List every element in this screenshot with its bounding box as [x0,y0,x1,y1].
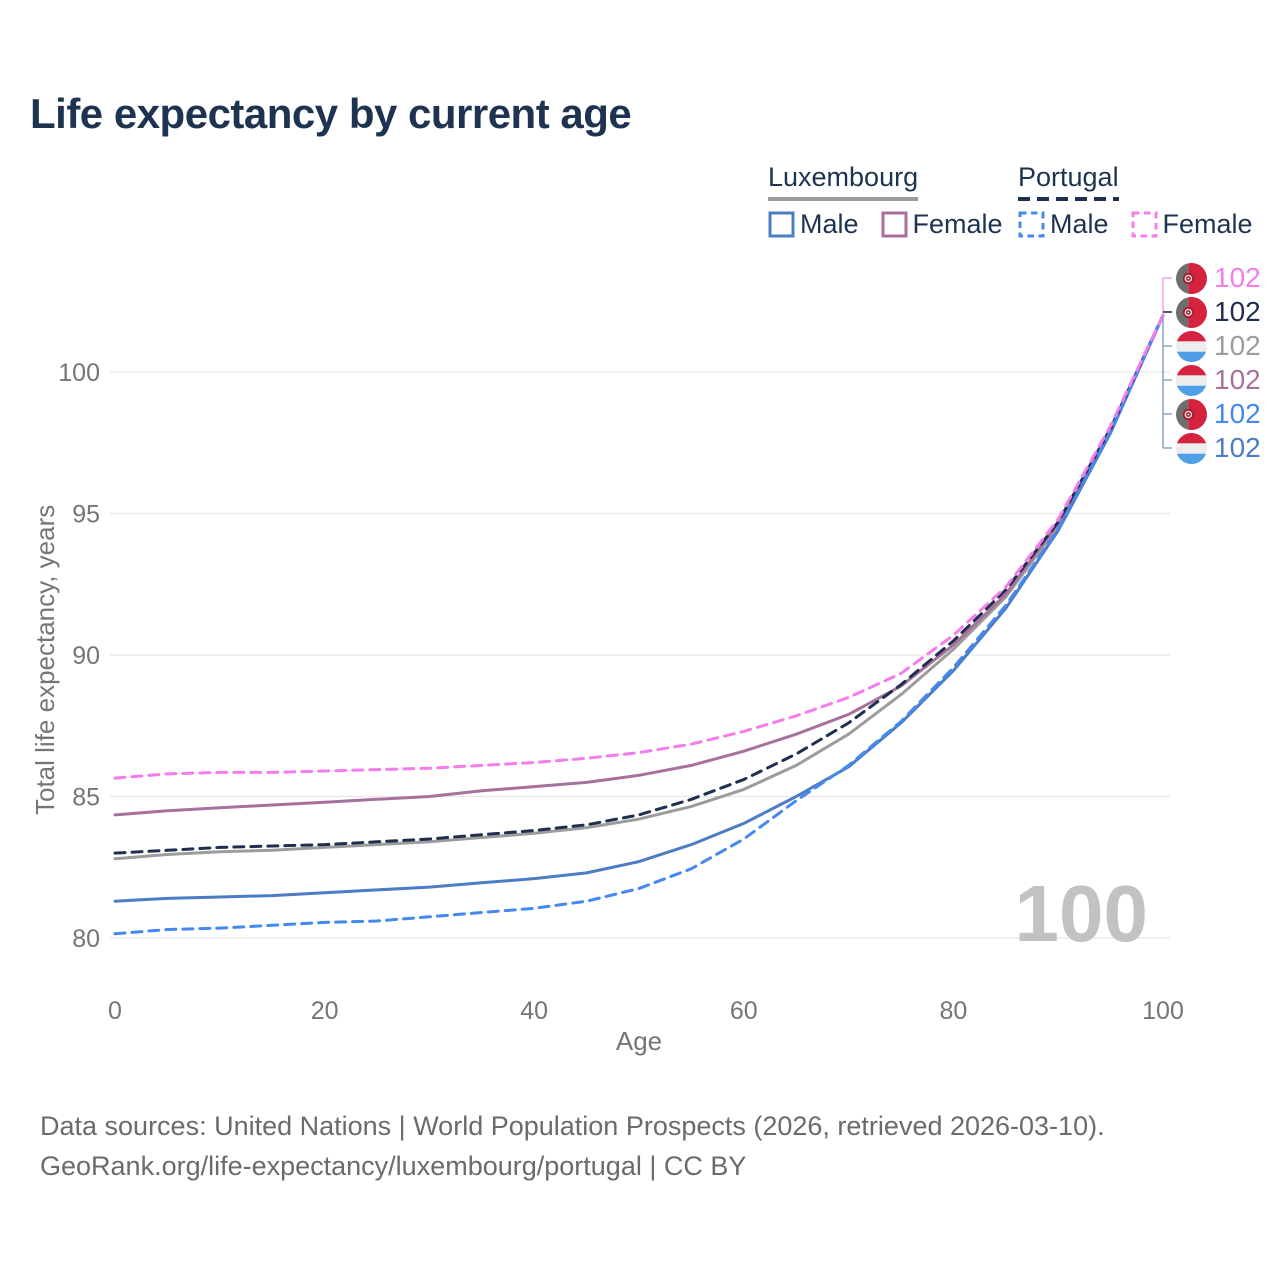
legend-item-portugal-female[interactable]: Female [1131,209,1253,240]
end-label-row-portugal-female: 102 [1176,261,1261,295]
series-line-luxembourg [113,313,1165,861]
legend-item-label: Male [1050,209,1109,239]
portugal-flag-icon [1176,262,1207,294]
y-axis-tick-label: 95 [72,501,100,529]
x-axis-title: Age [616,1026,662,1056]
chart-title: Life expectancy by current age [30,90,632,137]
legend-item-label: Female [1162,209,1253,239]
end-label-value: 102 [1214,262,1261,293]
portugal-flag-icon [1176,296,1207,328]
end-label-row-portugal-male: 102 [1176,397,1261,431]
label-connector-pink [1162,277,1172,316]
x-axis-tick-label: 100 [1142,997,1184,1025]
series-line-portugal-female [113,313,1165,780]
attribution-text: GeoRank.org/life-expectancy/luxembourg/p… [40,1151,747,1181]
series-line-luxembourg-male [113,313,1165,903]
legend-item-portugal-male[interactable]: Male [1018,209,1109,240]
x-axis-tick-label: 20 [311,997,339,1025]
end-label-value: 102 [1214,330,1261,361]
x-axis-tick-label: 80 [939,997,967,1025]
x-axis-tick-label: 40 [520,997,548,1025]
portugal-line-style-sample [1018,197,1119,201]
end-label-value: 102 [1214,432,1261,463]
legend-item-luxembourg-female[interactable]: Female [881,209,1003,240]
series-line-portugal-male [113,313,1165,936]
series-end-labels: 102 102 102 102 102 102 [1176,261,1261,465]
chart-footer: Data sources: United Nations | World Pop… [40,1106,1105,1186]
label-connector-blue [1162,315,1172,449]
luxembourg-line-style-sample [768,197,919,201]
series-line-portugal [113,313,1165,855]
end-label-value: 102 [1214,364,1261,395]
y-axis-tick-label: 85 [72,784,100,812]
luxembourg-female-swatch-icon [881,211,908,238]
legend-item-luxembourg-male[interactable]: Male [768,209,859,240]
legend-title-portugal-label: Portugal [1018,162,1119,192]
legend-title-luxembourg[interactable]: Luxembourg [768,162,919,201]
legend-title-portugal[interactable]: Portugal [1018,162,1119,201]
y-axis-tick-label: 100 [58,359,100,387]
end-label-row-luxembourg-female: 102 [1176,363,1261,397]
legend-item-label: Female [912,209,1003,239]
luxembourg-flag-icon [1176,432,1207,464]
luxembourg-flag-icon [1176,330,1207,362]
portugal-female-swatch-icon [1131,211,1158,238]
series-line-luxembourg-female [113,313,1165,817]
portugal-male-swatch-icon [1018,211,1045,238]
y-axis-tick-label: 80 [72,925,100,953]
legend-group-luxembourg: Luxembourg Male Female [768,162,1003,240]
luxembourg-male-swatch-icon [768,211,795,238]
current-age-watermark: 100 [1015,869,1148,958]
end-label-row-portugal: 102 [1176,295,1261,329]
x-axis-tick-label: 0 [108,997,122,1025]
portugal-flag-icon [1176,398,1207,430]
x-axis-tick-label: 60 [730,997,758,1025]
legend-item-label: Male [800,209,859,239]
y-axis-tick-label: 90 [72,642,100,670]
legend-group-portugal: Portugal Male Female [1018,162,1253,240]
end-label-row-luxembourg: 102 [1176,329,1261,363]
luxembourg-flag-icon [1176,364,1207,396]
end-label-value: 102 [1214,398,1261,429]
end-label-row-luxembourg-male: 102 [1176,431,1261,465]
end-label-value: 102 [1214,296,1261,327]
data-sources-text: Data sources: United Nations | World Pop… [40,1111,1105,1141]
legend-title-luxembourg-label: Luxembourg [768,162,919,192]
